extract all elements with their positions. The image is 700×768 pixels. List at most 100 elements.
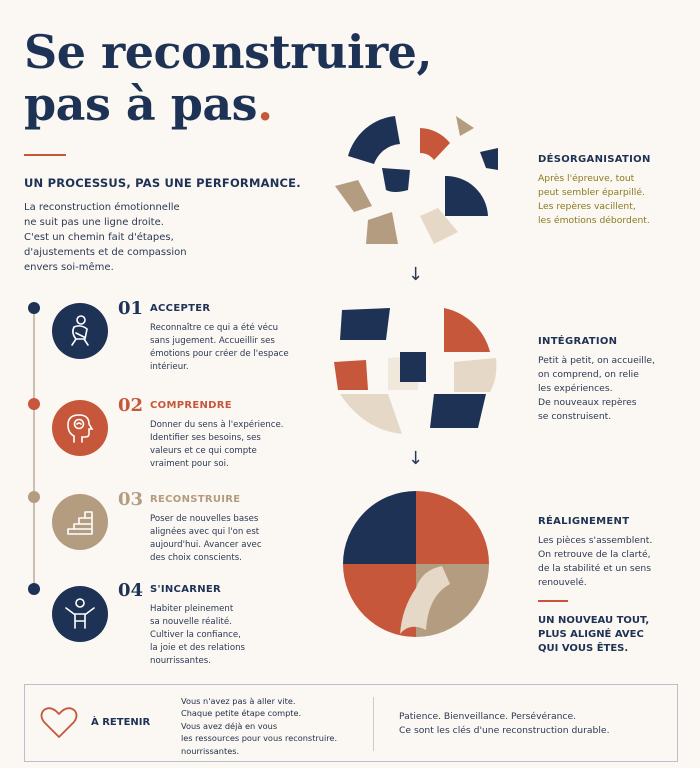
person-open-arms-icon (52, 586, 108, 642)
piece (456, 116, 474, 136)
phase-line: Petit à petit, on accueille, (538, 355, 655, 366)
piece (454, 358, 497, 392)
title-line-2-text: pas à pas (24, 77, 258, 131)
step-number: 02 (118, 395, 144, 416)
piece (480, 148, 498, 170)
step-name: RECONSTRUIRE (150, 494, 241, 505)
step-number: 01 (118, 298, 144, 319)
final-line: UN NOUVEAU TOUT, (538, 615, 650, 626)
title-rule (24, 154, 66, 156)
piece (382, 168, 410, 192)
phase-line: renouvelé. (538, 577, 587, 588)
step-line: valeurs et ce qui compte (150, 446, 257, 456)
piece (335, 180, 372, 212)
piece (445, 175, 488, 216)
page-title: Se reconstruire, pas à pas. (24, 26, 432, 130)
timeline-line (33, 308, 35, 590)
head-brain-icon (52, 400, 108, 456)
down-arrow-icon: ↓ (408, 264, 424, 285)
phase-line: Les pièces s'assemblent. (538, 535, 653, 546)
stairs-icon (52, 494, 108, 550)
timeline-dot (28, 491, 40, 503)
phase-name: DÉSORGANISATION (538, 154, 651, 165)
intro-line: ne suit pas une ligne droite. (24, 217, 164, 228)
step-name: ACCEPTER (150, 303, 211, 314)
retenir-left-text: Vous n'avez pas à aller vite. Chaque pet… (181, 695, 361, 757)
title-dot: . (257, 77, 273, 131)
phase-line: de la stabilité et un sens (538, 563, 651, 574)
step-line: Cultiver la confiance, (150, 630, 241, 640)
intro-line: envers soi-même. (24, 262, 114, 273)
step-line: Reconnaître ce qui a été vécu (150, 323, 279, 333)
step-line: nourrissantes. (150, 656, 211, 666)
step-name: COMPRENDRE (150, 400, 232, 411)
phase-line: Les repères vacillent, (538, 201, 636, 212)
step-line: alignées avec qui l'on est (150, 527, 260, 537)
phase-line: les expériences. (538, 383, 613, 394)
phase-description: Les pièces s'assemblent. On retrouve de … (538, 534, 688, 590)
final-line: PLUS ALIGNÉ AVEC (538, 629, 644, 640)
step-line: Poser de nouvelles bases (150, 514, 259, 524)
retenir-box: À RETENIR Vous n'avez pas à aller vite. … (24, 684, 678, 762)
phase-line: on comprend, on relie (538, 369, 639, 380)
intro-text: La reconstruction émotionnelle ne suit p… (24, 200, 234, 275)
aligned-circle-graphic (343, 491, 489, 637)
retenir-line: Vous avez déjà en vous (181, 720, 278, 731)
retenir-line: Patience. Bienveillance. Persévérance. (399, 711, 577, 722)
timeline-dot (28, 583, 40, 595)
piece (340, 394, 402, 434)
phase-description: Petit à petit, on accueille, on comprend… (538, 354, 688, 424)
quadrant (400, 566, 450, 634)
quadrant (343, 564, 416, 637)
step-line: Habiter pleinement (150, 604, 234, 614)
step-name: S'INCARNER (150, 584, 222, 595)
phase-line: De nouveaux repères (538, 397, 637, 408)
piece (420, 128, 450, 160)
piece (334, 360, 368, 390)
retenir-line: Vous n'avez pas à aller vite. (181, 696, 296, 706)
quadrant (343, 491, 416, 564)
piece (366, 212, 398, 244)
step-description: Poser de nouvelles bases alignées avec q… (150, 513, 300, 565)
down-arrow-icon: ↓ (408, 448, 424, 469)
step-line: aujourd'hui. Avancer avec (150, 540, 262, 550)
person-hugging-icon (52, 303, 108, 359)
timeline-dot (28, 302, 40, 314)
phase-line: Après l'épreuve, tout (538, 173, 635, 184)
title-line-1: Se reconstruire, (24, 25, 432, 79)
retenir-right-text: Patience. Bienveillance. Persévérance. C… (399, 710, 669, 738)
quadrant (416, 491, 489, 564)
phase-description: Après l'épreuve, tout peut sembler éparp… (538, 172, 688, 228)
step-number: 03 (118, 489, 144, 510)
step-line: des choix conscients. (150, 553, 242, 563)
heart-icon (39, 705, 79, 745)
piece (340, 308, 390, 340)
intro-line: La reconstruction émotionnelle (24, 202, 180, 213)
piece (400, 352, 426, 382)
timeline-dot (28, 398, 40, 410)
retenir-line: Chaque petite étape compte. (181, 708, 302, 719)
phase-line: les émotions débordent. (538, 215, 650, 226)
piece (430, 394, 486, 428)
step-line: Identifier ses besoins, ses (150, 433, 261, 443)
step-line: Donner du sens à l'expérience. (150, 420, 284, 430)
intro-line: C'est un chemin fait d'étapes, (24, 232, 174, 243)
final-statement: UN NOUVEAU TOUT, PLUS ALIGNÉ AVEC QUI VO… (538, 614, 688, 656)
step-line: intérieur. (150, 362, 189, 372)
scattered-pieces-graphic (335, 116, 498, 244)
final-rule (538, 600, 568, 602)
retenir-label: À RETENIR (91, 717, 151, 728)
phase-line: se construisent. (538, 411, 612, 422)
piece (348, 116, 400, 164)
phase-name: INTÉGRATION (538, 336, 618, 347)
step-line: vraiment pour soi. (150, 459, 229, 469)
piece (444, 308, 490, 352)
intro-line: d'ajustements et de compassion (24, 247, 187, 258)
step-description: Habiter pleinement sa nouvelle réalité. … (150, 603, 300, 668)
integrating-pieces-graphic (334, 308, 497, 434)
phase-name: RÉALIGNEMENT (538, 516, 630, 527)
step-number: 04 (118, 580, 144, 601)
step-description: Donner du sens à l'expérience. Identifie… (150, 419, 300, 471)
divider (373, 697, 374, 751)
step-line: émotions pour créer de l'espace (150, 349, 289, 359)
